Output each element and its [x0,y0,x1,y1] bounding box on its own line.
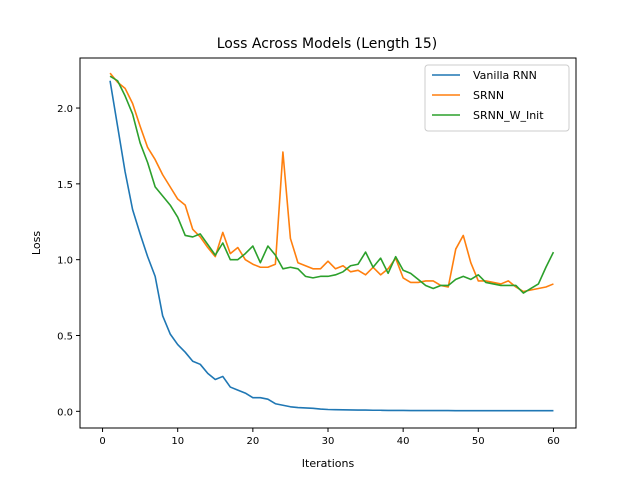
x-tick-label: 30 [322,436,335,447]
y-tick-label: 2.0 [57,104,73,115]
chart-title: Loss Across Models (Length 15) [217,36,438,52]
legend-label-srnn: SRNN [473,89,504,102]
x-tick-label: 10 [171,436,184,447]
legend-box [424,64,570,132]
legend-label-srnn-w-init: SRNN_W_Init [473,109,544,122]
x-tick-label: 50 [472,436,485,447]
x-tick-label: 0 [99,436,105,447]
series-layer [109,72,555,412]
y-axis: 0.0 0.5 1.0 1.5 2.0 [57,104,80,418]
legend-label-vanilla-rnn: Vanilla RNN [473,69,537,82]
x-tick-label: 60 [547,436,560,447]
x-tick-label: 40 [397,436,410,447]
x-axis-label: Iterations [302,457,355,470]
srnn-w-init-line [109,75,555,294]
y-tick-label: 1.0 [57,256,73,267]
legend: Vanilla RNN SRNN SRNN_W_Init [424,64,570,132]
srnn-line [109,72,554,293]
x-axis: 0 10 20 30 40 50 60 [99,428,560,447]
x-tick-label: 20 [246,436,259,447]
y-tick-label: 0.5 [57,332,73,343]
y-tick-label: 0.0 [57,407,73,418]
vanilla-rnn-line [109,80,554,412]
y-tick-label: 1.5 [57,180,73,191]
y-axis-label: Loss [30,231,43,255]
